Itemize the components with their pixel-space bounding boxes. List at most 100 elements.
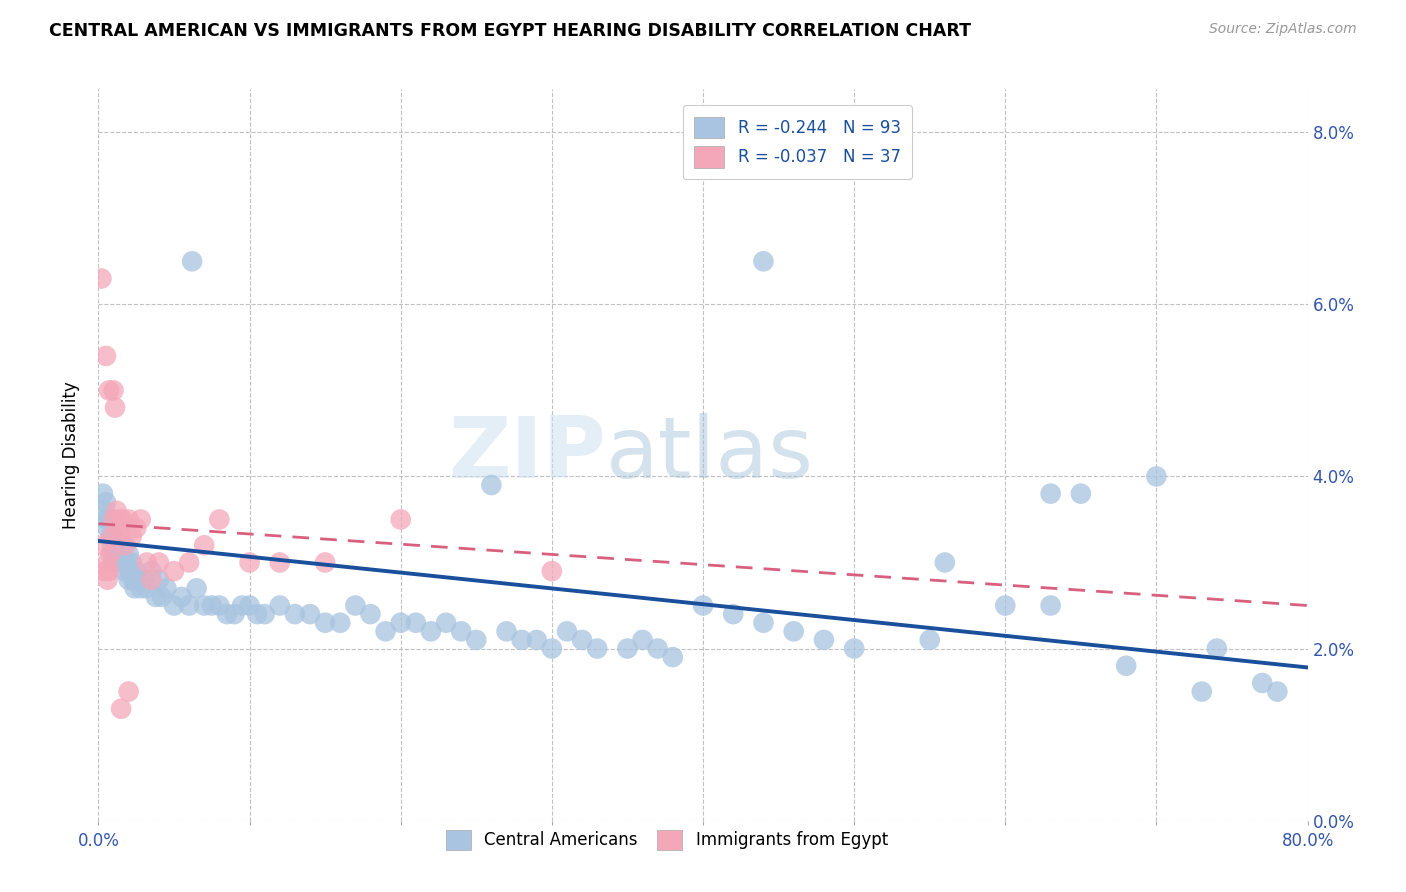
Point: [98, 384, 121, 398]
Point: [193, 538, 215, 552]
Point: [107, 521, 129, 535]
Point: [208, 512, 231, 526]
Point: [100, 530, 122, 544]
Point: [571, 632, 593, 647]
Point: [661, 650, 683, 665]
Point: [1267, 684, 1289, 698]
Point: [1070, 486, 1092, 500]
Point: [299, 607, 322, 621]
Point: [813, 632, 835, 647]
Point: [114, 538, 136, 552]
Point: [98, 564, 121, 578]
Point: [231, 599, 253, 613]
Point: [918, 632, 941, 647]
Point: [510, 632, 533, 647]
Point: [246, 607, 269, 621]
Point: [631, 632, 654, 647]
Point: [201, 599, 224, 613]
Point: [121, 530, 143, 544]
Point: [994, 599, 1017, 613]
Point: [495, 624, 517, 639]
Point: [215, 607, 238, 621]
Point: [101, 538, 124, 552]
Point: [224, 607, 246, 621]
Point: [108, 512, 131, 526]
Point: [118, 547, 141, 561]
Point: [127, 573, 149, 587]
Point: [481, 478, 503, 492]
Point: [129, 582, 152, 596]
Point: [103, 530, 125, 544]
Point: [103, 384, 125, 398]
Point: [125, 521, 148, 535]
Point: [434, 615, 457, 630]
Point: [155, 582, 177, 596]
Point: [450, 624, 472, 639]
Point: [105, 547, 128, 561]
Point: [389, 512, 412, 526]
Point: [1115, 658, 1137, 673]
Point: [141, 564, 163, 578]
Point: [145, 590, 167, 604]
Point: [103, 512, 125, 526]
Point: [93, 564, 115, 578]
Point: [129, 512, 152, 526]
Text: ZIP: ZIP: [449, 413, 606, 497]
Point: [284, 607, 307, 621]
Point: [360, 607, 382, 621]
Point: [783, 624, 806, 639]
Point: [844, 641, 866, 656]
Point: [104, 401, 127, 415]
Point: [111, 538, 134, 552]
Point: [314, 556, 336, 570]
Point: [344, 599, 367, 613]
Point: [111, 512, 134, 526]
Point: [93, 504, 115, 518]
Point: [1206, 641, 1229, 656]
Point: [120, 564, 142, 578]
Point: [239, 556, 262, 570]
Point: [96, 521, 118, 535]
Point: [110, 702, 132, 716]
Point: [465, 632, 488, 647]
Point: [329, 615, 352, 630]
Point: [122, 573, 145, 587]
Point: [616, 641, 638, 656]
Point: [124, 582, 146, 596]
Point: [108, 556, 131, 570]
Point: [1039, 486, 1062, 500]
Point: [208, 599, 231, 613]
Point: [148, 556, 170, 570]
Point: [100, 547, 122, 561]
Point: [752, 254, 775, 268]
Point: [94, 349, 117, 363]
Point: [269, 556, 291, 570]
Point: [96, 573, 118, 587]
Point: [150, 590, 173, 604]
Point: [934, 556, 956, 570]
Point: [96, 556, 118, 570]
Point: [90, 271, 112, 285]
Point: [239, 599, 262, 613]
Point: [135, 556, 157, 570]
Point: [101, 530, 124, 544]
Text: atlas: atlas: [606, 413, 814, 497]
Point: [110, 547, 132, 561]
Point: [118, 512, 141, 526]
Point: [526, 632, 548, 647]
Point: [314, 615, 336, 630]
Point: [374, 624, 396, 639]
Point: [114, 556, 136, 570]
Point: [752, 615, 775, 630]
Point: [110, 530, 132, 544]
Point: [170, 590, 193, 604]
Point: [98, 512, 121, 526]
Legend: Central Americans, Immigrants from Egypt: Central Americans, Immigrants from Egypt: [436, 820, 898, 860]
Point: [1191, 684, 1213, 698]
Point: [105, 504, 128, 518]
Point: [540, 641, 562, 656]
Point: [555, 624, 578, 639]
Point: [135, 582, 157, 596]
Point: [540, 564, 562, 578]
Point: [148, 573, 170, 587]
